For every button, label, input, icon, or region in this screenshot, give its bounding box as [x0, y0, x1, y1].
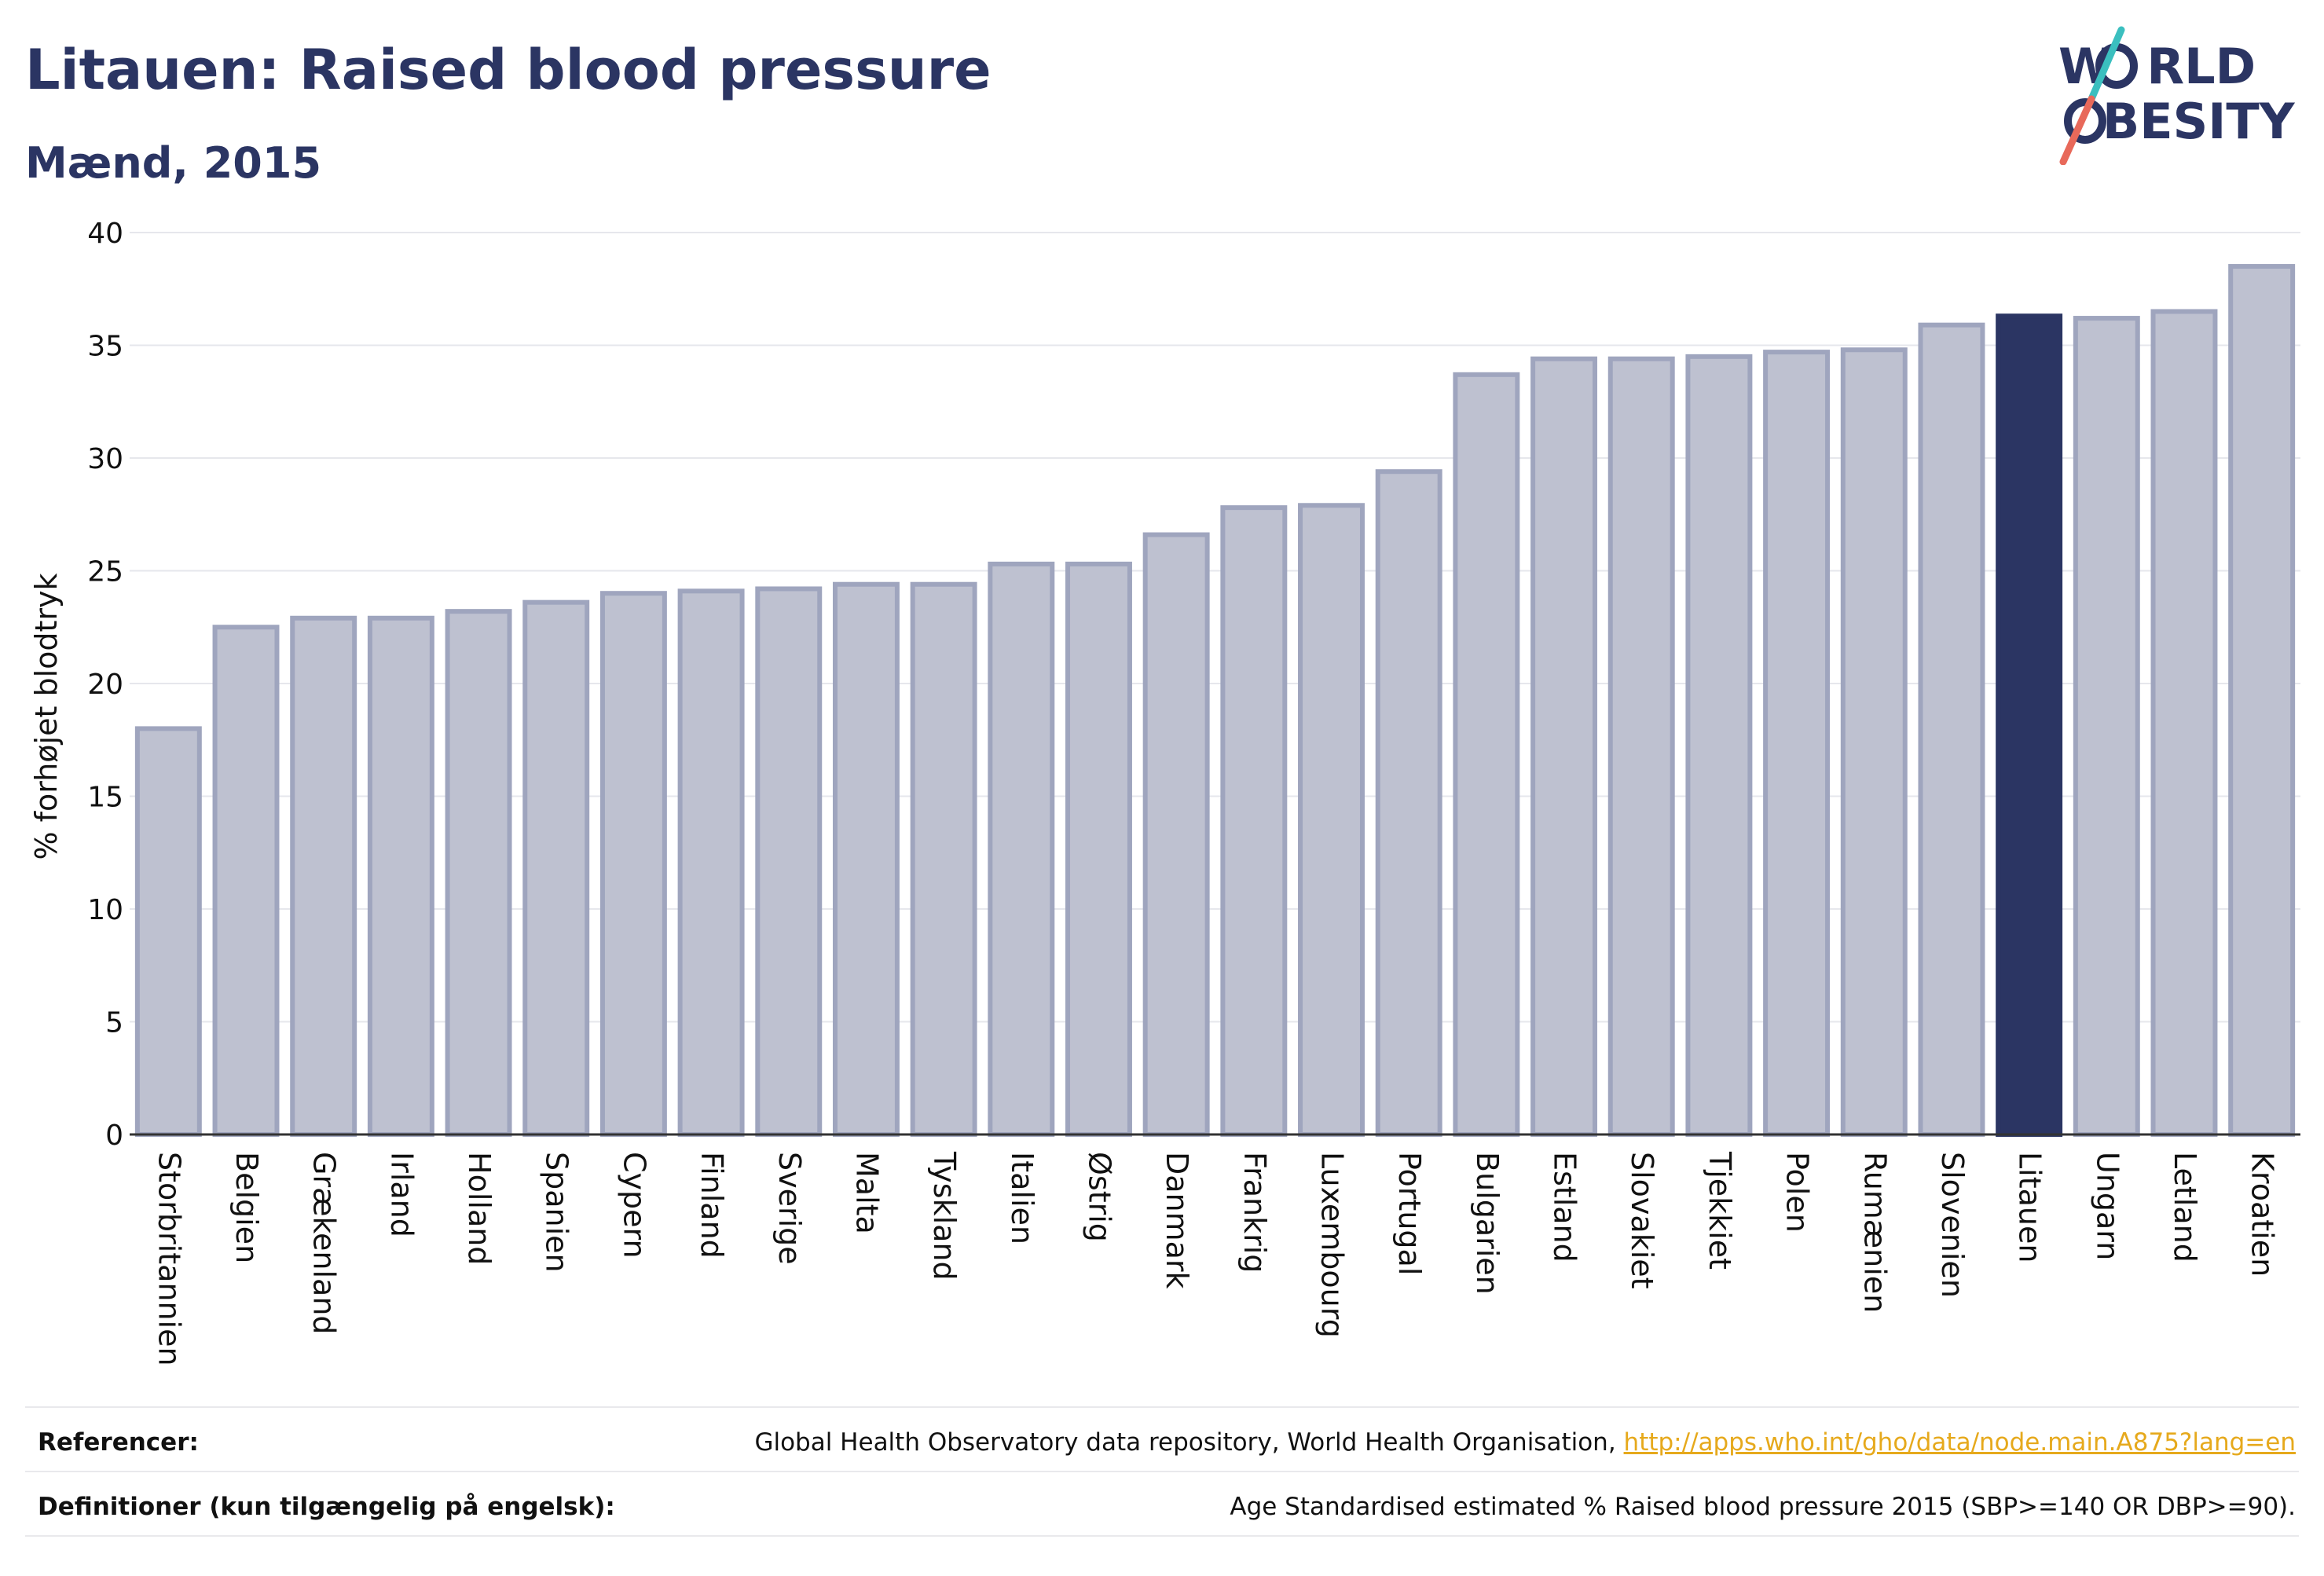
- bar-tjekkiet[interactable]: [1685, 354, 1753, 1138]
- x-tick-label: Storbritannien: [152, 1152, 186, 1366]
- y-axis-label: % forhøjet blodtryk: [29, 573, 64, 859]
- bar-irland[interactable]: [367, 615, 434, 1137]
- bar-malta[interactable]: [832, 581, 900, 1137]
- bar-spanien[interactable]: [522, 599, 590, 1137]
- bar-rumænien[interactable]: [1840, 347, 1908, 1137]
- references-label: Referencer:: [38, 1428, 199, 1457]
- x-tick-label: Letland: [2168, 1152, 2202, 1263]
- bar-grækenland[interactable]: [290, 615, 357, 1137]
- bar-slovenien[interactable]: [1918, 322, 1985, 1137]
- x-tick-label: Spanien: [540, 1152, 574, 1273]
- x-tick-label: Bulgarien: [1470, 1152, 1505, 1295]
- x-tick-label: Cypern: [617, 1152, 651, 1259]
- definitions-label: Definitioner (kun tilgængelig på engelsk…: [38, 1493, 615, 1521]
- x-tick-label: Grækenland: [307, 1152, 342, 1335]
- y-tick-label: 20: [87, 669, 123, 701]
- bar-chart: 0 5 10 15 20 25 30 35 40 Storbritannien Belgien Græ…: [29, 218, 2300, 1366]
- references-link[interactable]: http://apps.who.int/gho/data/node.main.A…: [1623, 1428, 2296, 1457]
- x-tick-label: Italien: [1005, 1152, 1039, 1244]
- x-tick-label: Finland: [695, 1152, 729, 1259]
- y-tick-label: 15: [87, 782, 123, 814]
- bar-litauen[interactable]: [1996, 313, 2063, 1138]
- y-tick-label: 35: [87, 331, 123, 363]
- y-tick-label: 25: [87, 556, 123, 588]
- x-tick-label: Kroatien: [2245, 1152, 2280, 1277]
- x-tick-label: Tjekkiet: [1703, 1151, 1737, 1270]
- bar-portugal[interactable]: [1375, 469, 1442, 1137]
- x-tick-label: Belgien: [229, 1152, 264, 1263]
- bar-letland[interactable]: [2150, 309, 2218, 1138]
- bar-østrig[interactable]: [1065, 561, 1132, 1137]
- y-tick-label: 30: [87, 443, 123, 475]
- x-tick-label: Østrig: [1082, 1152, 1116, 1242]
- bar-sverige[interactable]: [755, 586, 823, 1137]
- x-tick-label: Irland: [384, 1152, 419, 1237]
- chart-title: Litauen: Raised blood pressure: [25, 38, 992, 102]
- x-tick-label: Slovenien: [1935, 1152, 1970, 1298]
- bar-slovakiet[interactable]: [1607, 356, 1675, 1138]
- references-source: Global Health Observatory data repositor…: [754, 1428, 1624, 1457]
- x-tick-label: Ungarn: [2090, 1152, 2124, 1260]
- bar-ungarn[interactable]: [2073, 316, 2140, 1137]
- x-tick-label: Estland: [1548, 1152, 1582, 1263]
- bar-storbritannien[interactable]: [134, 726, 202, 1137]
- bars: [134, 264, 2296, 1138]
- x-tick-label: Luxembourg: [1315, 1152, 1350, 1338]
- y-tick-label: 0: [105, 1120, 123, 1152]
- definitions-text: Age Standardised estimated % Raised bloo…: [1230, 1493, 2296, 1521]
- bar-holland[interactable]: [445, 609, 512, 1137]
- x-tick-label: Malta: [849, 1152, 884, 1234]
- x-tick-label: Sverige: [772, 1152, 807, 1265]
- x-tick-label: Danmark: [1160, 1152, 1194, 1289]
- chart-subtitle: Mænd, 2015: [25, 138, 322, 188]
- y-tick-label: 5: [105, 1007, 123, 1039]
- divider-middle: [25, 1471, 2299, 1472]
- bar-cypern[interactable]: [599, 591, 667, 1137]
- x-tick-label: Frankrig: [1237, 1152, 1272, 1273]
- divider-bottom: [25, 1535, 2299, 1537]
- svg-text:BESITY: BESITY: [2102, 93, 2296, 150]
- bar-luxembourg[interactable]: [1298, 503, 1365, 1137]
- bar-frankrig[interactable]: [1220, 505, 1288, 1137]
- bar-belgien[interactable]: [212, 625, 280, 1137]
- x-tick-label: Litauen: [2013, 1152, 2047, 1263]
- bar-finland[interactable]: [677, 588, 745, 1137]
- x-tick-label: Polen: [1780, 1152, 1815, 1233]
- bar-tyskland[interactable]: [910, 581, 977, 1137]
- bar-bulgarien[interactable]: [1453, 372, 1520, 1137]
- bar-italien[interactable]: [988, 561, 1055, 1137]
- y-tick-label: 40: [87, 218, 123, 250]
- x-tick-label: Slovakiet: [1625, 1152, 1659, 1289]
- bar-danmark[interactable]: [1142, 532, 1210, 1137]
- x-tick-label: Holland: [462, 1152, 497, 1265]
- y-tick-label: 10: [87, 894, 123, 926]
- references-text: Global Health Observatory data repositor…: [754, 1428, 2296, 1457]
- world-obesity-logo: W RLD BESITY: [2058, 26, 2296, 165]
- x-tick-label: Rumænien: [1857, 1152, 1892, 1313]
- bar-polen[interactable]: [1763, 350, 1831, 1137]
- x-tick-label: Portugal: [1392, 1152, 1427, 1275]
- bar-kroatien[interactable]: [2228, 264, 2296, 1137]
- x-tick-label: Tyskland: [927, 1151, 962, 1281]
- axes: 0 5 10 15 20 25 30 35 40 Storbritannien Belgien Græ…: [87, 218, 2300, 1366]
- bar-estland[interactable]: [1530, 356, 1598, 1138]
- divider-top: [25, 1406, 2299, 1408]
